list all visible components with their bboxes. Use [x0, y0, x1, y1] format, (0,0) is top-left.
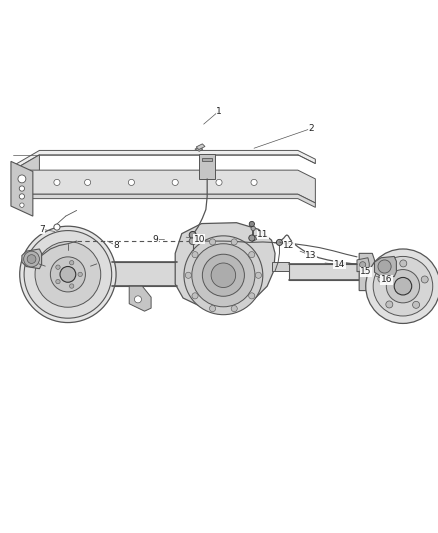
Polygon shape: [11, 161, 33, 216]
Text: 2: 2: [308, 124, 314, 133]
Circle shape: [231, 305, 237, 312]
Circle shape: [50, 257, 85, 292]
Circle shape: [189, 231, 196, 238]
Polygon shape: [13, 170, 315, 203]
Text: 12: 12: [283, 241, 295, 251]
Polygon shape: [13, 155, 39, 194]
Circle shape: [56, 279, 60, 284]
Polygon shape: [251, 236, 257, 241]
Circle shape: [249, 221, 254, 227]
Circle shape: [249, 235, 255, 241]
Text: 8: 8: [113, 241, 119, 250]
Circle shape: [216, 179, 222, 185]
Circle shape: [378, 260, 391, 273]
Text: 11: 11: [257, 230, 268, 239]
Circle shape: [400, 260, 407, 267]
Polygon shape: [202, 158, 212, 161]
Circle shape: [209, 239, 215, 245]
Circle shape: [24, 231, 112, 318]
Circle shape: [413, 301, 420, 308]
Circle shape: [386, 301, 393, 308]
Circle shape: [54, 179, 60, 185]
Circle shape: [56, 265, 60, 269]
Polygon shape: [129, 286, 151, 311]
Text: 13: 13: [305, 251, 317, 260]
Polygon shape: [196, 144, 205, 150]
Circle shape: [70, 284, 74, 288]
Circle shape: [249, 293, 255, 299]
Text: 1: 1: [216, 107, 222, 116]
Circle shape: [192, 252, 198, 258]
Text: 15: 15: [360, 267, 371, 276]
Circle shape: [249, 252, 255, 258]
Polygon shape: [112, 262, 177, 286]
Circle shape: [60, 266, 76, 282]
Circle shape: [54, 224, 60, 230]
Circle shape: [255, 272, 261, 278]
Circle shape: [185, 272, 191, 278]
Circle shape: [128, 179, 134, 185]
Circle shape: [202, 254, 244, 296]
Circle shape: [421, 276, 428, 283]
Circle shape: [386, 270, 420, 303]
Text: 10: 10: [194, 235, 205, 244]
Circle shape: [70, 261, 74, 265]
Circle shape: [276, 239, 283, 246]
Circle shape: [134, 296, 141, 303]
Polygon shape: [22, 249, 42, 269]
Circle shape: [373, 256, 433, 316]
Circle shape: [192, 293, 198, 299]
Circle shape: [251, 179, 257, 185]
Text: 7: 7: [39, 225, 45, 234]
Circle shape: [35, 241, 101, 307]
Circle shape: [192, 244, 255, 307]
Circle shape: [366, 249, 438, 324]
Text: 14: 14: [334, 260, 345, 269]
Circle shape: [20, 203, 24, 207]
Polygon shape: [13, 150, 315, 170]
Circle shape: [394, 278, 412, 295]
Polygon shape: [13, 194, 315, 207]
Polygon shape: [357, 258, 369, 272]
Circle shape: [209, 305, 215, 312]
Circle shape: [78, 272, 82, 277]
Circle shape: [19, 194, 25, 199]
Circle shape: [251, 226, 255, 231]
Circle shape: [360, 262, 366, 268]
Text: 16: 16: [381, 275, 392, 284]
Polygon shape: [199, 154, 215, 179]
Circle shape: [27, 255, 36, 263]
Polygon shape: [359, 253, 374, 290]
Circle shape: [378, 276, 385, 282]
Text: 9: 9: [152, 235, 159, 244]
Polygon shape: [175, 223, 275, 307]
Circle shape: [18, 175, 26, 183]
Polygon shape: [195, 147, 203, 151]
Polygon shape: [289, 264, 359, 280]
Circle shape: [172, 179, 178, 185]
Circle shape: [184, 236, 263, 314]
Circle shape: [24, 251, 39, 267]
Circle shape: [231, 239, 237, 245]
Circle shape: [19, 186, 25, 191]
Circle shape: [211, 263, 236, 287]
Circle shape: [85, 179, 91, 185]
Circle shape: [189, 238, 196, 245]
Circle shape: [20, 226, 116, 322]
Polygon shape: [272, 262, 289, 271]
Polygon shape: [374, 256, 396, 277]
